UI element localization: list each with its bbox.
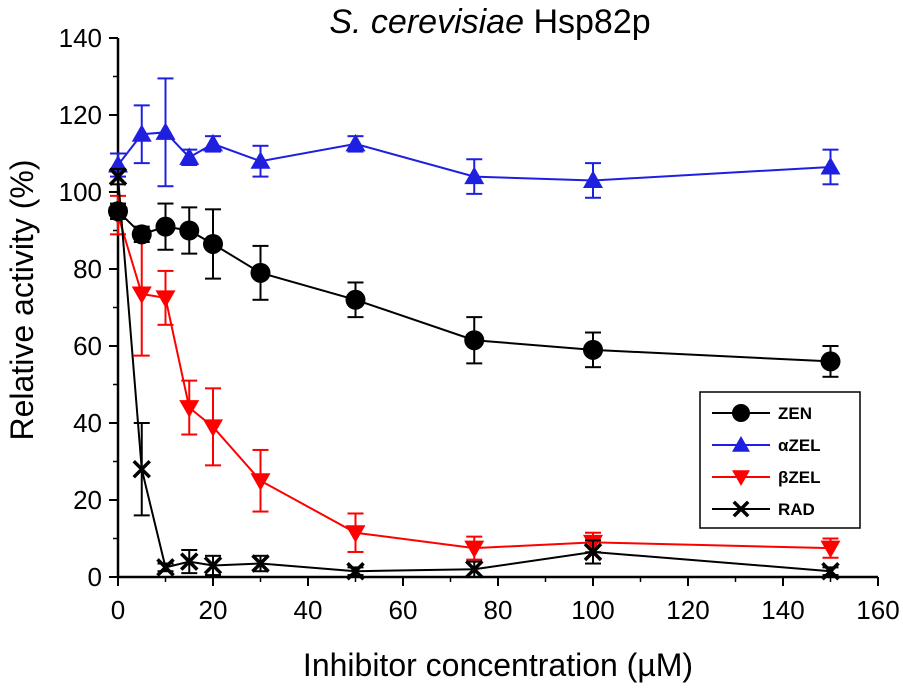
- series-2: [108, 194, 841, 561]
- data-point-triangle-up: [732, 436, 750, 452]
- x-stroke: [132, 459, 151, 479]
- series-line: [117, 214, 831, 550]
- data-point-x: [251, 554, 270, 573]
- data-point-x: [156, 558, 175, 577]
- tick-group: 0 20 40 60 80 100 120 140 160 0 20 40 60 80 100 120 140: [59, 23, 900, 625]
- x-tick-label: 120: [666, 595, 709, 625]
- y-tick-label: 40: [73, 408, 102, 438]
- data-point-circle: [203, 233, 223, 254]
- series-line: [117, 131, 831, 182]
- data-point-triangle-up: [155, 122, 176, 140]
- x-tick-label: 60: [389, 595, 418, 625]
- x-stroke: [583, 542, 603, 562]
- data-point-triangle-up: [464, 166, 485, 185]
- legend-box: [699, 391, 861, 529]
- legend-entry: βZEL: [712, 468, 820, 487]
- data-point-x: [732, 500, 750, 518]
- series-line: [117, 176, 831, 573]
- x-stroke: [465, 560, 484, 579]
- data-point-x: [108, 167, 128, 186]
- x-stroke: [346, 561, 365, 581]
- data-point-triangle-down: [203, 419, 223, 437]
- y-tick-label: 0: [88, 562, 102, 592]
- data-point-x: [132, 459, 151, 479]
- data-point-circle: [250, 262, 271, 283]
- y-tick-label: 100: [59, 177, 102, 207]
- data-point-x: [583, 542, 603, 562]
- data-point-triangle-up: [583, 170, 603, 188]
- x-stroke: [180, 552, 199, 571]
- legend-label: RAD: [778, 500, 815, 519]
- data-point-triangle-down: [179, 400, 200, 418]
- legend-label: βZEL: [778, 468, 820, 487]
- x-tick-label: 140: [761, 595, 804, 625]
- data-point-triangle-up: [345, 133, 366, 152]
- data-point-triangle-down: [732, 470, 750, 486]
- data-point-x: [465, 560, 484, 579]
- legend-entry: ZEN: [712, 404, 812, 423]
- data-point-x: [203, 556, 223, 575]
- chart-title: S. cerevisiae Hsp82p: [329, 3, 650, 41]
- x-stroke: [251, 554, 270, 573]
- y-tick-label: 120: [59, 100, 102, 130]
- legend-entry: αZEL: [712, 436, 821, 455]
- data-point-circle: [820, 351, 841, 372]
- data-point-triangle-up: [203, 133, 223, 152]
- data-point-circle: [464, 330, 485, 351]
- x-tick-label: 0: [111, 595, 125, 625]
- data-point-circle: [179, 220, 200, 241]
- data-point-triangle-down: [464, 540, 485, 559]
- x-stroke: [821, 561, 840, 581]
- x-stroke: [732, 500, 750, 518]
- x-axis-label: Inhibitor concentration (µM): [303, 647, 693, 683]
- legend-label: ZEN: [778, 404, 812, 423]
- legend-label: αZEL: [778, 436, 821, 455]
- data-point-triangle-up: [131, 124, 152, 142]
- data-point-triangle-down: [250, 473, 271, 491]
- series-layer: [108, 77, 841, 581]
- chart-title-italic: S. cerevisiae: [329, 3, 524, 41]
- series-3: [108, 167, 840, 581]
- data-point-x: [821, 561, 840, 581]
- legend-entry: RAD: [712, 500, 815, 519]
- chart-title-rest: Hsp82p: [524, 3, 651, 41]
- x-tick-label: 160: [856, 595, 899, 625]
- x-tick-label: 20: [199, 595, 228, 625]
- data-point-triangle-down: [155, 290, 176, 308]
- x-tick-label: 100: [571, 595, 614, 625]
- y-tick-label: 60: [73, 331, 102, 361]
- data-point-triangle-up: [250, 151, 271, 169]
- y-tick-label: 20: [73, 485, 102, 515]
- series-0: [108, 201, 841, 378]
- data-point-circle: [345, 289, 366, 310]
- x-tick-label: 40: [294, 595, 323, 625]
- y-tick-label: 140: [59, 23, 102, 53]
- data-point-circle: [583, 339, 603, 360]
- data-point-triangle-down: [820, 540, 841, 559]
- x-stroke: [156, 558, 175, 577]
- data-point-triangle-down: [131, 286, 152, 305]
- data-point-triangle-down: [345, 525, 366, 543]
- series-line: [117, 210, 831, 363]
- y-axis-label: Relative activity (%): [4, 160, 40, 441]
- data-point-circle: [131, 224, 152, 245]
- data-point-triangle-up: [179, 147, 200, 165]
- x-stroke: [108, 167, 128, 186]
- x-tick-label: 80: [484, 595, 513, 625]
- data-point-x: [180, 552, 199, 571]
- series-1: [108, 77, 841, 199]
- data-point-x: [346, 561, 365, 581]
- legend: ZEN αZEL βZEL RAD: [699, 391, 861, 529]
- data-point-triangle-up: [820, 156, 841, 175]
- data-point-circle: [732, 404, 750, 422]
- y-tick-label: 80: [73, 254, 102, 284]
- data-point-circle: [155, 216, 176, 237]
- data-point-circle: [108, 201, 128, 222]
- x-stroke: [203, 556, 223, 575]
